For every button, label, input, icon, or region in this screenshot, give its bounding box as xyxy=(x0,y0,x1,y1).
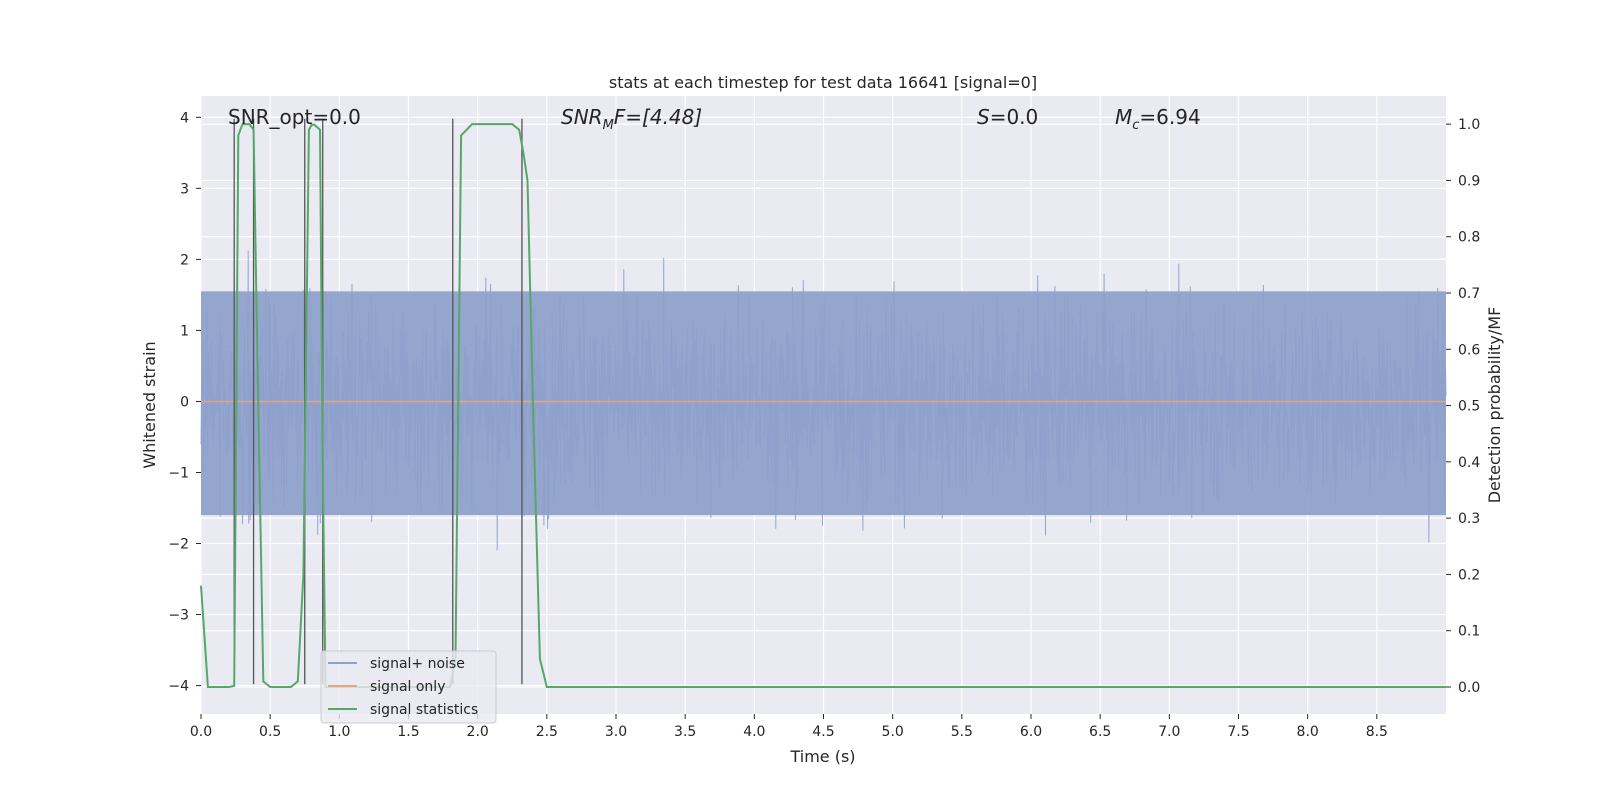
x-tick-label: 8.0 xyxy=(1297,724,1319,740)
x-tick-label: 0.0 xyxy=(190,724,212,740)
x-tick-label: 4.0 xyxy=(743,724,765,740)
y-tick-label: −4 xyxy=(168,679,189,695)
y-axis-label: Whitened strain xyxy=(140,341,159,468)
x-tick-label: 0.5 xyxy=(259,724,281,740)
annotation-snr-mf: SNRMF=[4.48] xyxy=(561,105,702,133)
y-tick-label: −2 xyxy=(168,537,189,553)
x-axis-label: Time (s) xyxy=(789,747,855,766)
y-tick-label: −1 xyxy=(168,465,189,481)
x-tick-label: 3.5 xyxy=(674,724,696,740)
y2-axis-ticks: 1.0 0.9 0.8 0.7 0.6 0.5 0.4 0.3 0.2 0.1 0.0 xyxy=(1446,117,1480,696)
chart-title: stats at each timestep for test data 166… xyxy=(609,73,1037,92)
y2-tick-label: 0.5 xyxy=(1458,399,1480,415)
y-tick-label: 4 xyxy=(180,110,189,126)
legend-label-signal-noise: signal+ noise xyxy=(370,656,465,672)
y2-tick-label: 0.1 xyxy=(1458,624,1480,640)
signal-noise-line xyxy=(200,250,1447,551)
x-tick-label: 7.5 xyxy=(1227,724,1249,740)
x-tick-label: 5.5 xyxy=(951,724,973,740)
y2-tick-label: 0.2 xyxy=(1458,567,1480,583)
annotation-mc-rest: =6.94 xyxy=(1139,105,1200,129)
x-tick-label: 1.5 xyxy=(397,724,419,740)
annotation-s-main: S xyxy=(977,105,990,129)
legend: signal+ noise signal only signal statist… xyxy=(320,650,497,724)
x-tick-label: 5.0 xyxy=(882,724,904,740)
y2-tick-label: 0.6 xyxy=(1458,342,1480,358)
y-tick-label: 2 xyxy=(180,252,189,268)
annotation-s-rest: =0.0 xyxy=(990,105,1039,129)
x-axis-ticks: 0.0 0.5 1.0 1.5 2.0 2.5 3.0 3.5 4.0 4.5 5.0 5.5 6.0 6… xyxy=(190,714,1388,740)
x-tick-label: 8.5 xyxy=(1366,724,1388,740)
y-axis-ticks: 4 3 2 1 0 −1 −2 −3 −4 xyxy=(168,110,201,695)
annotation-mc: Mc=6.94 xyxy=(1115,105,1201,133)
annotation-snr-mf-main: SNR xyxy=(561,105,603,129)
legend-label-signal-only: signal only xyxy=(370,679,445,695)
y-tick-label: 1 xyxy=(180,323,189,339)
annotation-snr-mf-sub: M xyxy=(603,118,614,133)
annotation-snr-opt: SNR_opt=0.0 xyxy=(228,105,361,129)
y2-tick-label: 0.7 xyxy=(1458,286,1480,302)
y-tick-label: 3 xyxy=(180,181,189,197)
annotation-mc-sub: c xyxy=(1132,118,1139,133)
x-tick-label: 1.0 xyxy=(328,724,350,740)
x-tick-label: 2.0 xyxy=(467,724,489,740)
y2-tick-label: 0.3 xyxy=(1458,511,1480,527)
x-tick-label: 2.5 xyxy=(536,724,558,740)
x-tick-label: 3.0 xyxy=(605,724,627,740)
y2-tick-label: 0.0 xyxy=(1458,680,1480,696)
legend-label-signal-statistics: signal statistics xyxy=(370,702,478,718)
x-tick-label: 7.0 xyxy=(1158,724,1180,740)
annotation-s: S=0.0 xyxy=(977,105,1038,129)
x-tick-label: 6.0 xyxy=(1020,724,1042,740)
y2-tick-label: 0.9 xyxy=(1458,173,1480,189)
x-tick-label: 4.5 xyxy=(812,724,834,740)
y-tick-label: −3 xyxy=(168,608,189,624)
y2-axis-label: Detection probability/MF xyxy=(1485,307,1504,504)
legend-box xyxy=(320,650,497,724)
y2-tick-label: 0.4 xyxy=(1458,455,1480,471)
y2-tick-label: 1.0 xyxy=(1458,117,1480,133)
y-tick-label: 0 xyxy=(180,394,189,410)
annotation-snr-mf-rest-f: F=[4.48] xyxy=(614,105,702,129)
y2-tick-label: 0.8 xyxy=(1458,230,1480,246)
annotation-mc-main: M xyxy=(1115,105,1132,129)
noise-series xyxy=(200,250,1447,551)
x-tick-label: 6.5 xyxy=(1089,724,1111,740)
